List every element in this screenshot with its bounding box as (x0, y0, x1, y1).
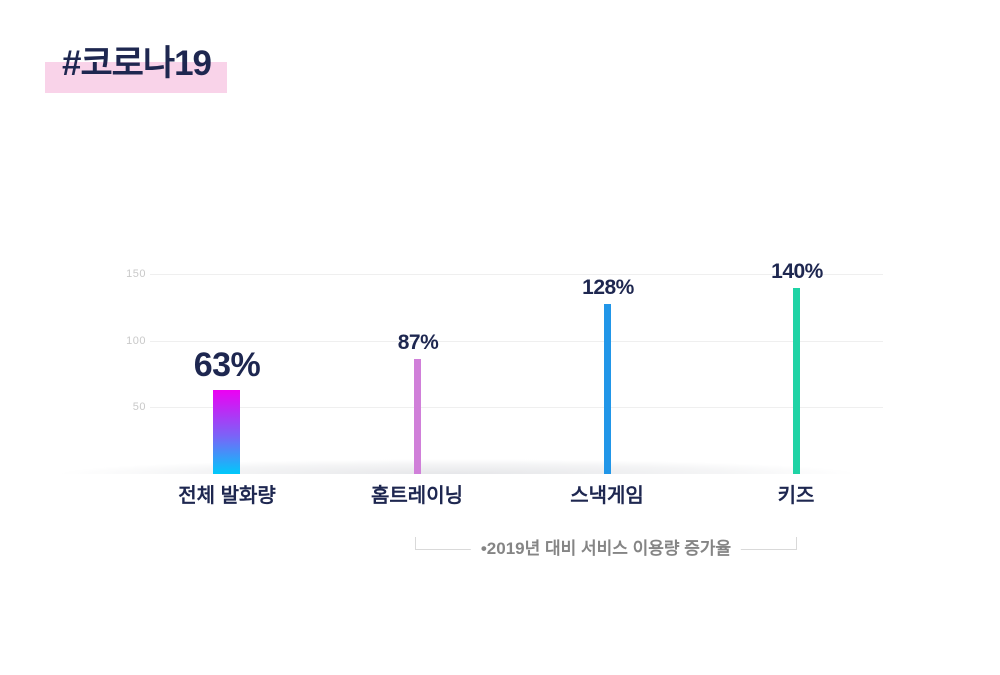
value-label-total-mentions: 63% (193, 346, 261, 385)
value-label-snack-game: 128% (582, 276, 634, 299)
category-label-total-mentions: 전체 발화량 (178, 485, 276, 507)
ytick-100: 100 (126, 335, 146, 347)
category-label-home-training: 홈트레이닝 (371, 485, 463, 507)
ytick-150: 150 (126, 268, 146, 280)
bar-kids (793, 288, 800, 474)
title-highlight (45, 62, 227, 93)
gridline-50 (150, 407, 883, 408)
bar-snack-game (604, 304, 611, 474)
value-label-home-training: 87% (397, 330, 439, 354)
gridline-150 (150, 274, 883, 275)
page-title: #코로나19 (62, 44, 212, 83)
annotation-bracket: •2019년 대비 서비스 이용량 증가율 (415, 537, 797, 558)
bar-home-training (414, 358, 421, 474)
category-label-snack-game: 스낵게임 (570, 485, 644, 507)
bar-total-mentions (213, 390, 240, 474)
baseline-shadow (0, 455, 955, 474)
value-label-kids: 140% (771, 260, 823, 284)
annotation-text: •2019년 대비 서비스 이용량 증가율 (470, 540, 742, 558)
gridline-100 (150, 341, 883, 342)
ytick-50: 50 (132, 401, 146, 413)
category-label-kids: 키즈 (777, 485, 815, 507)
